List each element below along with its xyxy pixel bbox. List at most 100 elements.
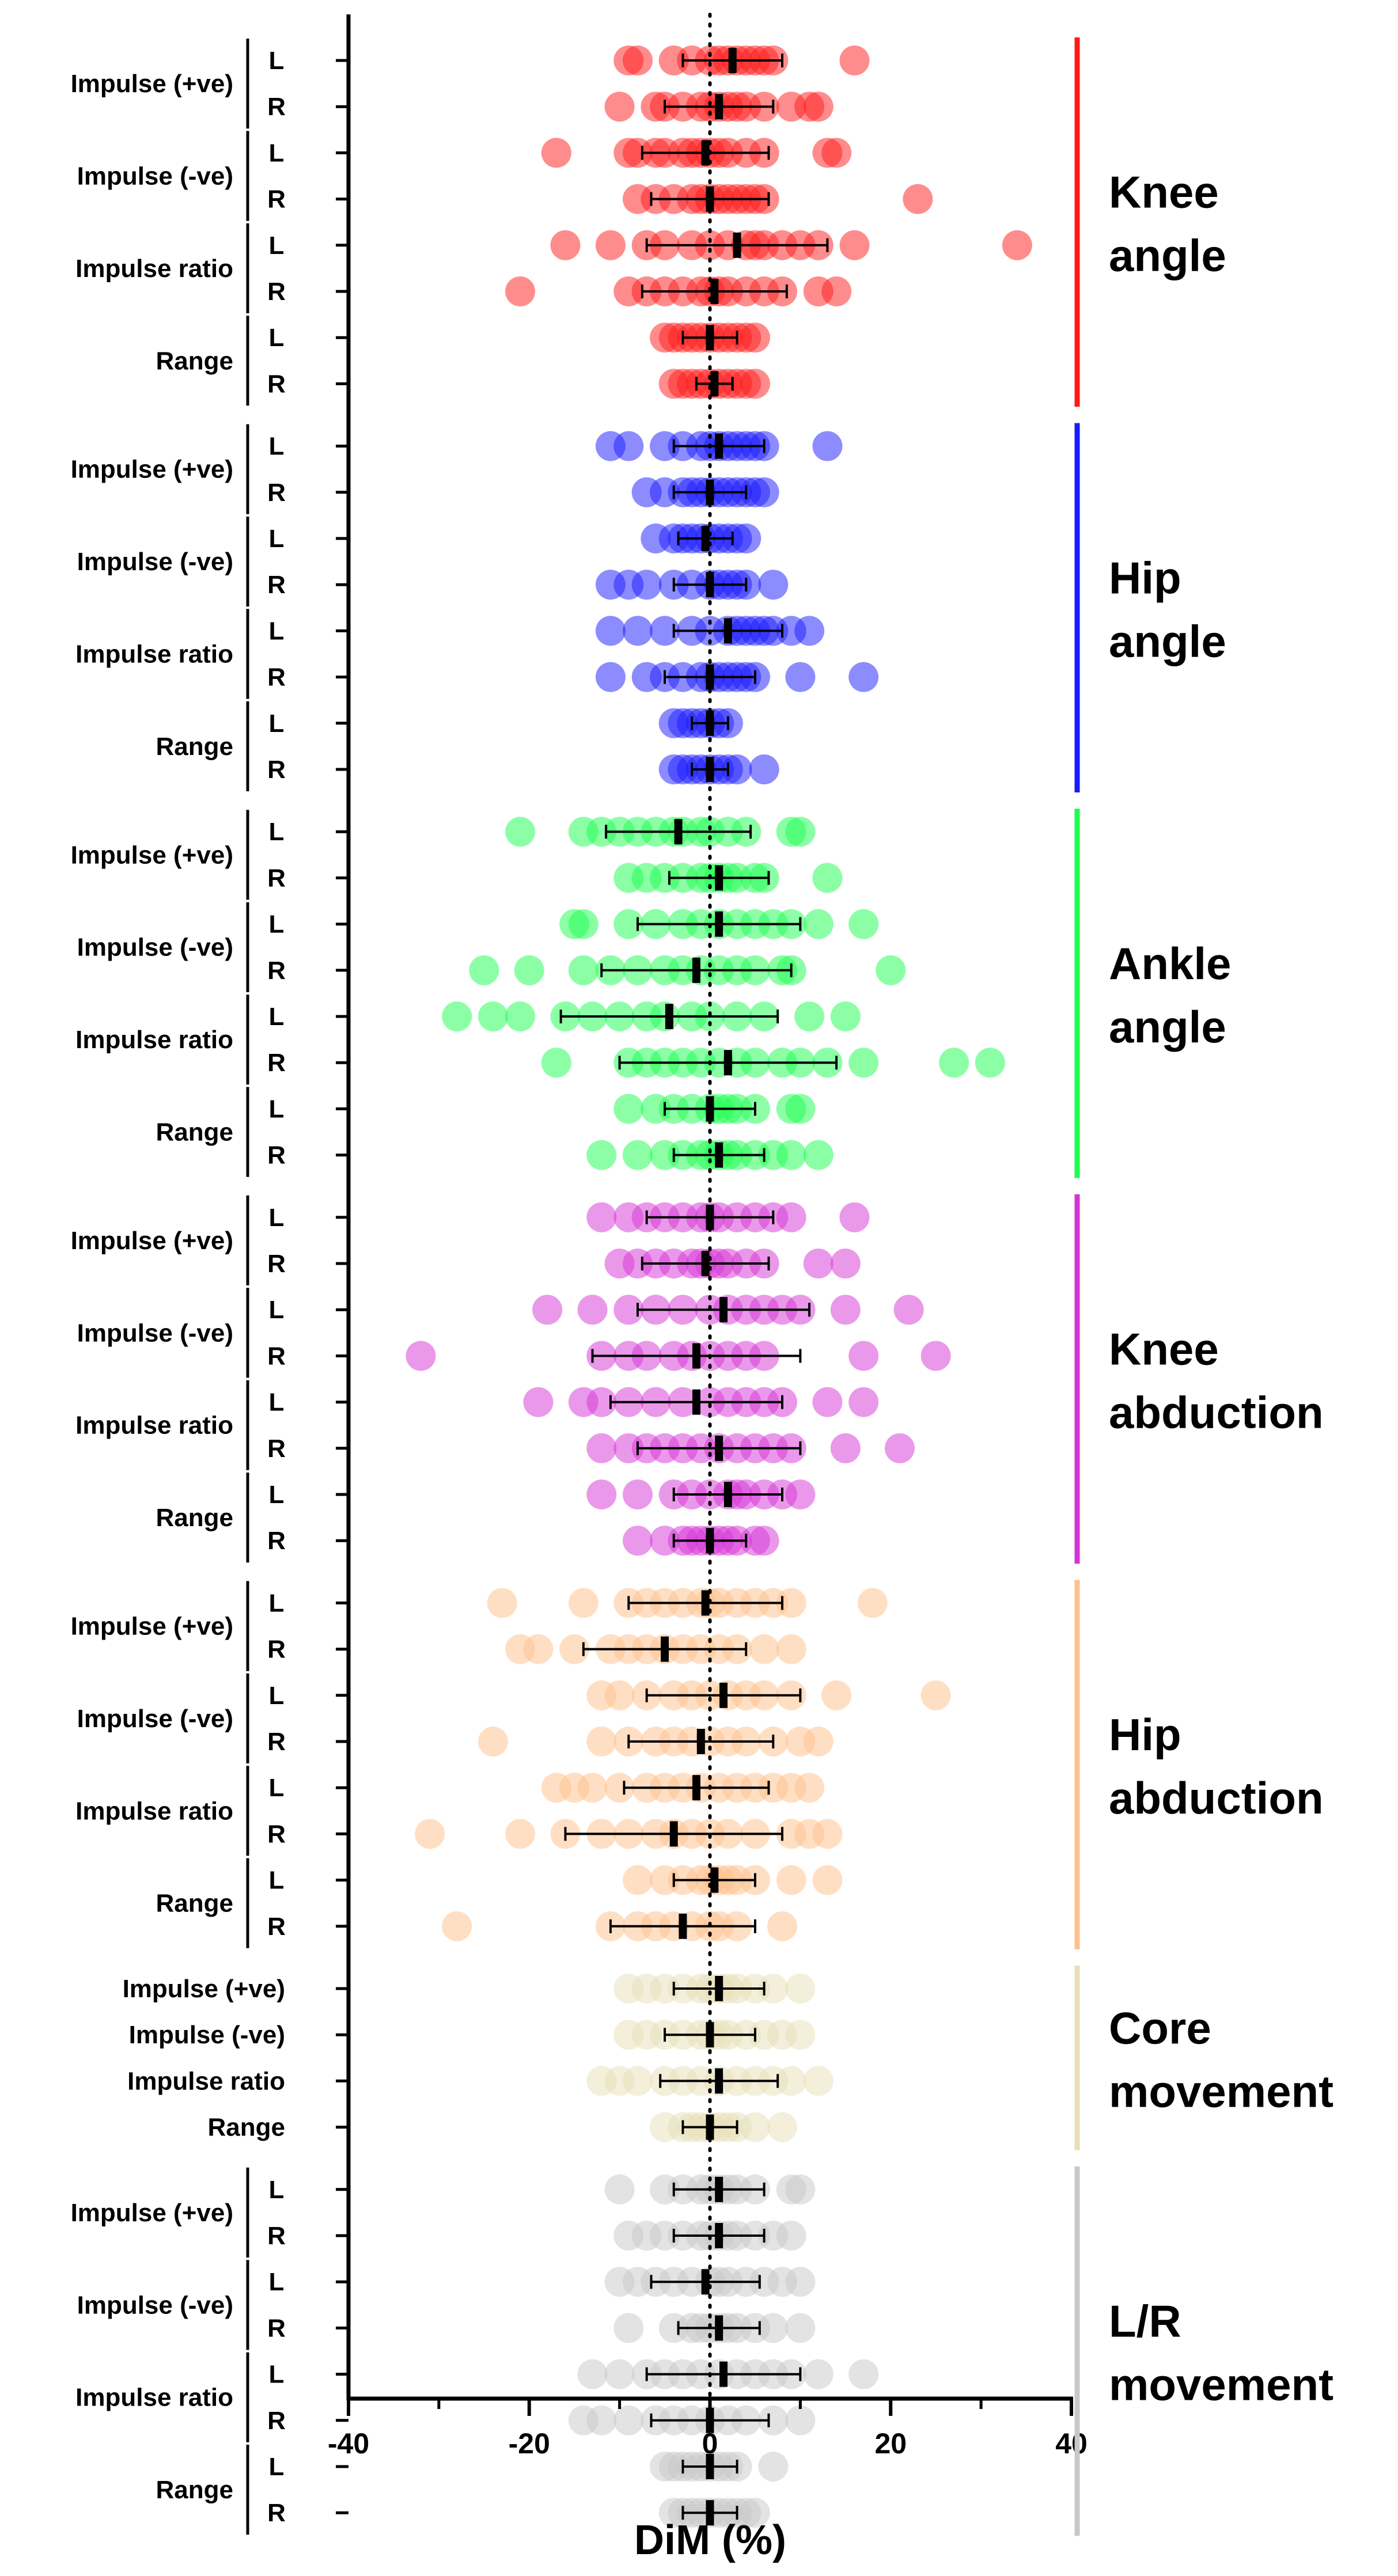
- mean-marker-g1-r0: [715, 433, 723, 459]
- metric-label-g5-m1: Impulse (-ve): [129, 2021, 285, 2049]
- data-point-g0-r0-p12: [839, 45, 870, 75]
- metric-label-g1-m1: Impulse (-ve): [77, 548, 233, 576]
- data-point-g0-r4-p13: [839, 230, 870, 260]
- data-point-g4-r2-p11: [920, 1680, 951, 1710]
- mean-marker-g1-r4: [723, 618, 732, 644]
- metric-label-g2-m2: Impulse ratio: [75, 1026, 233, 1054]
- data-point-g6-r3-p9: [758, 2313, 789, 2343]
- data-point-g6-r5-p9: [758, 2405, 789, 2435]
- side-label-g6-r5: R: [267, 2407, 286, 2435]
- data-point-g2-r4-p1: [478, 1001, 508, 1031]
- data-point-g2-r3-p2: [568, 955, 598, 985]
- mean-marker-g4-r4: [692, 1775, 700, 1801]
- mean-marker-g0-r3: [706, 186, 714, 212]
- side-label-g3-r1: R: [267, 1250, 286, 1278]
- side-label-g0-r3: R: [267, 185, 286, 214]
- side-label-g3-r5: R: [267, 1435, 286, 1463]
- data-point-g3-r7-p0: [623, 1526, 653, 1556]
- data-point-g2-r3-p1: [514, 955, 544, 985]
- mean-marker-g4-r0: [701, 1590, 710, 1616]
- data-point-g2-r4-p2: [505, 1001, 536, 1031]
- side-label-g1-r2: L: [269, 525, 285, 553]
- data-point-g4-r5-p1: [505, 1819, 536, 1849]
- mean-marker-g2-r4: [665, 1004, 673, 1029]
- mean-marker-g6-r5: [706, 2407, 714, 2433]
- data-point-g5-r3-p9: [767, 2112, 797, 2142]
- data-point-g6-r3-p0: [613, 2313, 644, 2343]
- group-title-0-line1: angle: [1109, 230, 1226, 281]
- mean-marker-g0-r4: [733, 232, 741, 258]
- side-label-g6-r0: L: [269, 2176, 285, 2204]
- data-point-g2-r7-p12: [803, 1140, 834, 1170]
- data-point-g1-r0-p1: [613, 431, 644, 461]
- side-label-g1-r5: R: [267, 663, 286, 692]
- side-label-g0-r0: L: [269, 47, 285, 75]
- data-point-g6-r5-p10: [785, 2405, 816, 2435]
- side-label-g3-r7: R: [267, 1527, 286, 1555]
- side-label-g2-r3: R: [267, 957, 286, 985]
- group-title-6-line1: movement: [1109, 2359, 1333, 2410]
- group-title-4-line0: Hip: [1109, 1709, 1181, 1760]
- group-title-0-line0: Knee: [1109, 167, 1219, 218]
- data-points: [406, 45, 1032, 2528]
- group-title-1-line0: Hip: [1109, 552, 1181, 603]
- mean-marker-g4-r5: [669, 1821, 678, 1847]
- data-point-g2-r5-p12: [848, 1048, 879, 1078]
- data-point-g4-r0-p12: [776, 1588, 806, 1618]
- mean-marker-g6-r7: [706, 2500, 714, 2526]
- error-bars: [559, 48, 838, 2526]
- mean-marker-g2-r7: [715, 1142, 723, 1168]
- data-point-g4-r6-p10: [812, 1865, 843, 1895]
- data-point-g0-r5-p13: [821, 276, 852, 306]
- side-label-g4-r6: L: [269, 1866, 285, 1895]
- data-point-g2-r1-p11: [812, 863, 843, 893]
- metric-label-g6-m0: Impulse (+ve): [71, 2199, 233, 2227]
- data-point-g6-r4-p12: [848, 2359, 879, 2389]
- metric-label-g0-m2: Impulse ratio: [75, 255, 233, 283]
- side-label-g6-r1: R: [267, 2222, 286, 2250]
- data-point-g4-r4-p2: [577, 1773, 608, 1803]
- x-tick-label-2: 0: [702, 2427, 718, 2460]
- mean-marker-g3-r4: [692, 1389, 700, 1415]
- data-point-g6-r4-p11: [803, 2359, 834, 2389]
- mean-marker-g1-r1: [706, 479, 714, 505]
- metric-label-g5-m2: Impulse ratio: [127, 2067, 285, 2095]
- metric-label-g6-m1: Impulse (-ve): [77, 2291, 233, 2319]
- mean-marker-g2-r3: [692, 957, 700, 983]
- group-title-2-line1: angle: [1109, 1001, 1226, 1052]
- mean-marker-g4-r3: [696, 1729, 705, 1754]
- data-point-g3-r2-p1: [577, 1295, 608, 1325]
- side-label-g0-r4: L: [269, 232, 285, 260]
- data-point-g3-r0-p0: [586, 1202, 617, 1232]
- data-point-g4-r2-p10: [821, 1680, 852, 1710]
- x-tick-label-0: -40: [328, 2427, 369, 2460]
- data-point-g5-r2-p11: [803, 2066, 834, 2096]
- data-point-g5-r0-p11: [785, 1974, 816, 2004]
- side-label-g4-r0: L: [269, 1589, 285, 1617]
- side-label-g3-r2: L: [269, 1296, 285, 1324]
- metric-label-g0-m0: Impulse (+ve): [71, 70, 233, 98]
- data-point-g6-r4-p1: [604, 2359, 635, 2389]
- metric-label-g1-m0: Impulse (+ve): [71, 456, 233, 484]
- data-point-g4-r1-p1: [523, 1634, 554, 1664]
- data-point-g4-r1-p12: [776, 1634, 806, 1664]
- mean-marker-g0-r0: [728, 48, 737, 73]
- side-label-g3-r6: L: [269, 1481, 285, 1509]
- data-point-g2-r7-p1: [623, 1140, 653, 1170]
- side-label-g4-r5: R: [267, 1820, 286, 1848]
- side-label-g2-r4: L: [269, 1003, 285, 1031]
- mean-marker-g0-r6: [706, 325, 714, 351]
- data-point-g5-r0-p10: [758, 1974, 789, 2004]
- data-point-g4-r0-p0: [487, 1588, 517, 1618]
- data-point-g0-r1-p0: [604, 92, 635, 122]
- mean-marker-g3-r1: [701, 1251, 710, 1276]
- data-point-g2-r2-p11: [803, 909, 834, 939]
- x-tick-label-3: 20: [874, 2427, 907, 2460]
- mean-marker-g5-r2: [715, 2068, 723, 2094]
- data-point-g2-r3-p13: [876, 955, 906, 985]
- group-title-6-line0: L/R: [1109, 2296, 1181, 2347]
- data-point-g0-r2-p0: [541, 138, 571, 168]
- data-point-g4-r7-p0: [442, 1911, 472, 1941]
- data-point-g0-r4-p1: [595, 230, 626, 260]
- data-point-g4-r3-p11: [803, 1727, 834, 1756]
